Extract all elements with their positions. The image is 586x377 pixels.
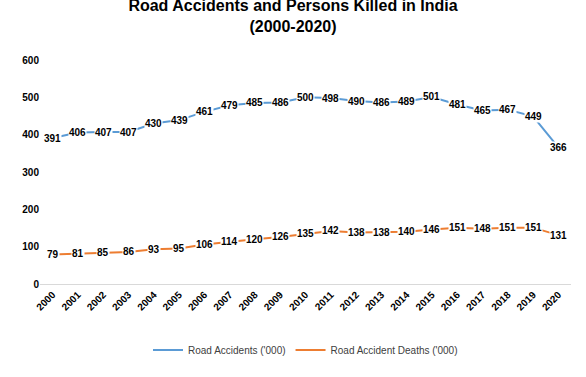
svg-text:2006: 2006 — [186, 289, 210, 313]
svg-text:501: 501 — [423, 91, 440, 102]
svg-text:2000: 2000 — [34, 289, 58, 313]
svg-text:2001: 2001 — [59, 289, 83, 313]
svg-text:406: 406 — [69, 127, 86, 138]
svg-text:407: 407 — [95, 127, 112, 138]
svg-text:0: 0 — [33, 279, 39, 290]
svg-text:2005: 2005 — [161, 289, 185, 313]
svg-text:151: 151 — [449, 222, 466, 233]
svg-text:467: 467 — [499, 104, 516, 115]
svg-text:407: 407 — [120, 127, 137, 138]
svg-text:86: 86 — [123, 246, 135, 257]
svg-text:138: 138 — [348, 227, 365, 238]
svg-text:2012: 2012 — [338, 289, 362, 313]
svg-text:486: 486 — [272, 97, 289, 108]
svg-text:449: 449 — [525, 111, 542, 122]
svg-text:479: 479 — [221, 100, 238, 111]
svg-text:114: 114 — [221, 236, 238, 247]
svg-text:142: 142 — [322, 225, 339, 236]
svg-text:120: 120 — [246, 234, 263, 245]
svg-text:490: 490 — [348, 96, 365, 107]
svg-text:2018: 2018 — [489, 289, 513, 313]
svg-text:131: 131 — [550, 230, 567, 241]
svg-text:2016: 2016 — [439, 289, 463, 313]
svg-text:200: 200 — [22, 204, 39, 215]
svg-text:79: 79 — [47, 249, 59, 260]
svg-text:2014: 2014 — [388, 289, 412, 313]
svg-text:500: 500 — [22, 92, 39, 103]
svg-text:2003: 2003 — [110, 289, 134, 313]
svg-text:2008: 2008 — [236, 289, 260, 313]
svg-text:481: 481 — [449, 99, 466, 110]
svg-text:485: 485 — [246, 97, 263, 108]
svg-text:140: 140 — [398, 226, 415, 237]
svg-text:500: 500 — [297, 92, 314, 103]
svg-text:2015: 2015 — [413, 289, 437, 313]
svg-text:2013: 2013 — [363, 289, 387, 313]
svg-text:498: 498 — [322, 93, 339, 104]
svg-text:151: 151 — [525, 222, 542, 233]
svg-text:93: 93 — [148, 244, 160, 255]
svg-text:2019: 2019 — [515, 289, 539, 313]
svg-text:2011: 2011 — [313, 289, 336, 312]
svg-text:2007: 2007 — [211, 289, 235, 313]
svg-text:391: 391 — [44, 133, 61, 144]
svg-text:2002: 2002 — [85, 289, 109, 313]
svg-text:85: 85 — [97, 247, 109, 258]
svg-text:461: 461 — [196, 106, 213, 117]
svg-text:439: 439 — [171, 115, 188, 126]
svg-text:2009: 2009 — [262, 289, 286, 313]
svg-text:Road Accident Deaths ('000): Road Accident Deaths ('000) — [331, 345, 458, 356]
svg-text:Road Accidents ('000): Road Accidents ('000) — [188, 345, 286, 356]
svg-text:146: 146 — [423, 224, 440, 235]
svg-text:300: 300 — [22, 167, 39, 178]
svg-text:151: 151 — [499, 222, 516, 233]
svg-text:430: 430 — [145, 118, 162, 129]
svg-text:400: 400 — [22, 129, 39, 140]
svg-text:138: 138 — [373, 227, 390, 238]
svg-text:95: 95 — [173, 243, 185, 254]
svg-text:366: 366 — [550, 142, 567, 153]
svg-text:2004: 2004 — [135, 289, 159, 313]
svg-text:148: 148 — [474, 223, 491, 234]
svg-text:2010: 2010 — [287, 289, 311, 313]
svg-text:600: 600 — [22, 55, 39, 66]
svg-text:106: 106 — [196, 239, 213, 250]
svg-text:Road Accidents and Persons Kil: Road Accidents and Persons Killed in Ind… — [128, 0, 457, 35]
svg-text:81: 81 — [72, 248, 84, 259]
svg-text:486: 486 — [373, 97, 390, 108]
svg-text:465: 465 — [474, 105, 491, 116]
svg-text:489: 489 — [398, 96, 415, 107]
svg-text:2017: 2017 — [464, 289, 488, 313]
svg-text:135: 135 — [297, 228, 314, 239]
svg-text:126: 126 — [272, 231, 289, 242]
svg-text:100: 100 — [22, 241, 39, 252]
svg-text:2020: 2020 — [540, 289, 564, 313]
